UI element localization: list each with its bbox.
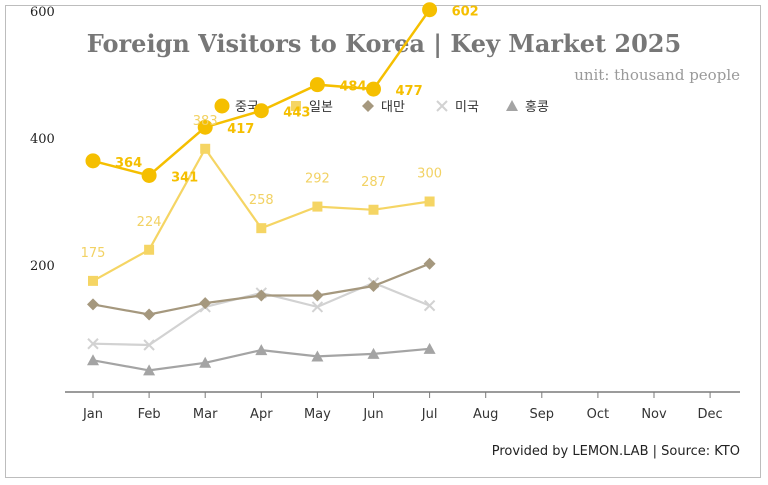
x-tick-label: Jul [421,407,438,422]
chart-title: Foreign Visitors to Korea | Key Market 2… [87,29,681,58]
chart-subtitle: unit: thousand people [574,66,740,84]
data-point [87,338,99,350]
data-label: 443 [283,106,310,121]
data-point [423,299,436,312]
data-label: 224 [137,215,162,230]
data-point [144,244,155,255]
data-label: 287 [361,175,386,190]
x-tick-label: Jun [362,407,383,422]
legend-marker [214,98,230,114]
legend-marker [506,100,518,111]
legend-label: 일본 [309,100,333,115]
data-point [141,167,157,183]
y-tick-label: 400 [30,132,55,147]
x-tick-label: Feb [138,407,161,422]
data-label: 364 [115,156,142,171]
data-point [368,204,379,215]
data-point [87,298,99,311]
data-label: 258 [249,193,274,208]
legend-marker [362,100,374,112]
data-point [256,223,267,234]
data-point [197,119,213,135]
y-tick-label: 200 [30,259,55,274]
data-label: 341 [171,171,198,186]
x-tick-label: Jan [82,407,103,422]
legend-label: 중국 [235,100,259,115]
legend-label: 대만 [381,100,405,115]
x-tick-label: Mar [193,407,218,422]
data-point [143,364,156,376]
data-point [367,347,380,359]
data-label: 602 [452,5,479,20]
data-label: 383 [193,114,218,129]
x-tick-label: Dec [698,407,723,422]
data-label: 175 [81,246,106,261]
data-point [423,257,436,270]
data-point [200,143,211,154]
data-point [311,301,324,313]
x-tick-label: May [304,407,331,422]
data-point [143,339,155,351]
data-point [87,354,99,366]
legend-label: 미국 [455,100,479,115]
data-point [199,356,212,368]
data-point [88,275,98,286]
data-point [312,201,323,212]
x-tick-label: Oct [587,407,609,422]
data-point [143,308,156,321]
legend-marker [291,101,301,111]
x-tick-label: Apr [250,407,273,422]
y-axis: 200400600800 [30,5,55,274]
series-line [92,262,431,316]
data-point [253,103,269,119]
data-point [255,344,268,356]
data-label: 300 [417,167,442,182]
series-5 [87,342,436,376]
data-point [424,196,435,207]
series-2 [88,143,435,286]
y-tick-label: 600 [30,5,55,20]
source-note: Provided by LEMON.LAB | Source: KTO [492,444,740,459]
x-tick-label: Sep [530,407,555,422]
data-labels: 364 341 417 443 484 477 602 175 224 383 258 292 287 3… [81,5,479,261]
legend: 중국 일본 대만 미국 홍콩 [214,98,549,115]
legend-marker [436,100,448,112]
data-label: 417 [227,122,254,137]
data-point [309,77,325,93]
data-point [311,350,324,362]
data-point [366,81,381,97]
data-label: 484 [339,80,366,95]
series-3 [87,257,436,321]
data-point [423,342,436,354]
data-point [367,279,380,292]
data-point [311,289,324,302]
x-tick-label: Aug [473,407,498,422]
data-point [422,2,438,18]
x-tick-label: Nov [641,407,667,422]
x-axis: Jan Feb Mar Apr May Jun Jul Aug Sep Oct Nov Dec [65,391,740,422]
chart-frame [5,5,761,478]
data-point [255,289,268,302]
series-1 [85,2,438,183]
series-group [85,2,438,376]
data-point [199,297,212,310]
data-label: 292 [305,172,330,187]
data-point [85,153,101,169]
data-label: 477 [396,84,423,99]
legend-label: 홍콩 [525,100,549,115]
